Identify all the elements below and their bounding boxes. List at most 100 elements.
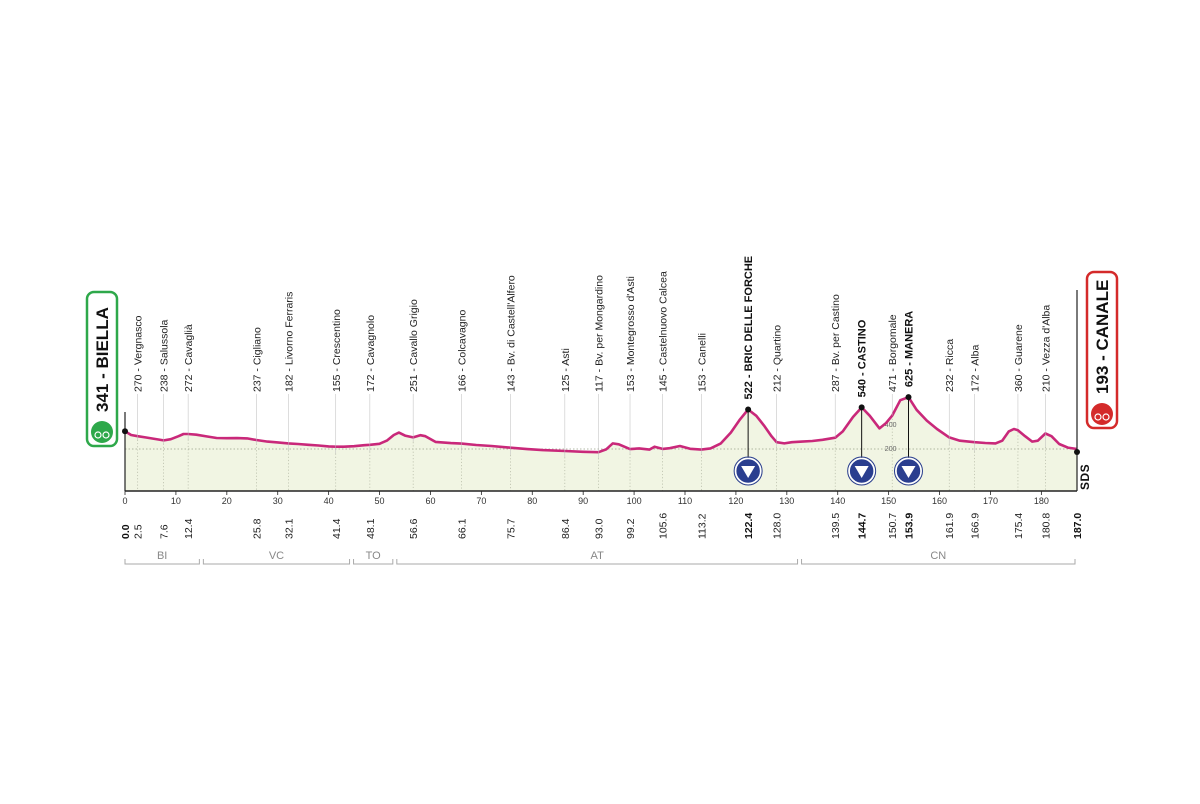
axis-tick-label-140: 140 [830, 496, 845, 506]
waypoint-km-23: 175.4 [1013, 513, 1025, 539]
waypoint-km-22: 166.9 [970, 513, 982, 539]
province-bracket-VC [202, 559, 351, 565]
waypoint-km-4: 32.1 [283, 518, 295, 539]
axis-tick-label-130: 130 [779, 496, 794, 506]
axis-tick-label-110: 110 [678, 496, 692, 506]
waypoint-km-10: 86.4 [560, 518, 572, 539]
axis-tick-label-100: 100 [627, 496, 642, 506]
province-bracket-CN [801, 559, 1076, 565]
start-finish-layer: 341 - BIELLA 193 - CANALE SDS [85, 270, 1119, 490]
waypoint-name-21: 232 - Ricca [944, 339, 956, 392]
waypoint-km-14: 113.2 [696, 513, 708, 539]
start-dot [122, 428, 128, 435]
waypoint-km-15: 122.4 [743, 513, 755, 539]
waypoint-km-18: 144.7 [857, 513, 869, 539]
waypoint-name-5: 155 - Crescentino [331, 309, 343, 392]
start-km-label: 0.0 [120, 524, 132, 539]
gpm-climb-marker-ring-15 [733, 456, 763, 486]
finish-bike-icon [1091, 403, 1113, 425]
start-bike-wheel2-icon [102, 431, 110, 439]
axis-tick-label-20: 20 [222, 496, 232, 506]
waypoint-km-8: 66.1 [457, 518, 469, 539]
axis-tick-label-150: 150 [881, 496, 896, 506]
waypoint-name-16: 212 - Quartino [772, 325, 784, 392]
province-bracket-TO [353, 559, 394, 565]
province-label-AT: AT [591, 550, 605, 562]
waypoint-name-0: 270 - Vergnasco [133, 315, 145, 392]
province-bracket-AT [396, 559, 799, 565]
axis-tick-label-80: 80 [527, 496, 537, 506]
axis-tick-label-10: 10 [171, 496, 181, 506]
waypoint-name-24: 210 - Vezza d'Alba [1040, 305, 1052, 392]
waypoint-km-12: 99.2 [625, 518, 637, 539]
finish-label: 193 - CANALE [1093, 280, 1112, 394]
gpm-summit-dot-18 [858, 404, 865, 411]
finish-dot [1074, 449, 1080, 455]
waypoint-name-18: 540 - CASTINO [857, 319, 869, 397]
waypoint-km-11: 93.0 [593, 518, 605, 539]
waypoint-km-17: 139.5 [830, 513, 842, 539]
axis-tick-label-170: 170 [983, 496, 998, 506]
axis-tick-label-120: 120 [728, 496, 743, 506]
sds-logo: SDS [1078, 464, 1092, 490]
province-label-BI: BI [157, 550, 167, 562]
waypoint-name-17: 287 - Bv. per Castino [830, 294, 842, 392]
waypoint-name-6: 172 - Cavagnolo [365, 315, 377, 392]
profile-grid-layer: 200 400 [125, 415, 1077, 491]
waypoint-name-1: 238 - Salussola [159, 319, 171, 392]
provinces-layer: BI VC TO AT CN [124, 550, 1076, 565]
waypoint-name-20: 625 - MANERA [903, 311, 915, 387]
waypoint-name-22: 172 - Alba [970, 345, 982, 392]
waypoint-name-23: 360 - Guarene [1013, 324, 1025, 392]
start-bike-icon [91, 421, 113, 443]
waypoint-km-0: 2.5 [133, 524, 145, 539]
waypoint-km-2: 12.4 [183, 518, 195, 539]
waypoint-km-1: 7.6 [159, 524, 171, 539]
axis-tick-label-90: 90 [578, 496, 588, 506]
waypoint-km-19: 150.7 [887, 513, 899, 539]
waypoint-name-12: 153 - Montegrosso d'Asti [625, 276, 637, 392]
waypoint-name-13: 145 - Castelnuovo Calcea [658, 271, 670, 392]
waypoint-km-24: 180.8 [1040, 513, 1052, 539]
gpm-climb-marker-ring-20 [893, 456, 923, 486]
waypoint-km-21: 161.9 [944, 513, 956, 539]
province-label-TO: TO [366, 550, 382, 562]
finish-km-label: 187.0 [1072, 513, 1084, 539]
profile-line [124, 395, 1078, 454]
gpm-triangle-icon-18 [854, 466, 869, 478]
gpm-summit-dot-15 [745, 406, 752, 413]
waypoint-km-9: 75.7 [505, 518, 517, 539]
waypoint-name-19: 471 - Borgomale [887, 314, 899, 392]
province-label-VC: VC [269, 550, 284, 562]
waypoint-name-14: 153 - Canelli [696, 333, 708, 392]
waypoint-name-3: 237 - Cigliano [251, 327, 263, 392]
province-bracket-BI [124, 559, 200, 565]
waypoints-layer: 2.5 270 - Vergnasco 7.6 238 - Salussola 12.4… [133, 256, 1053, 539]
gpm-triangle-icon-15 [741, 466, 756, 478]
waypoint-name-11: 117 - Bv. per Mongardino [593, 275, 605, 392]
waypoint-name-2: 272 - Cavaglià [183, 324, 195, 392]
elevation-tick-400: 400 [885, 422, 897, 429]
waypoint-km-7: 56.6 [408, 518, 420, 539]
finish-bike-wheel2-icon [1102, 413, 1110, 421]
profile-line-layer [124, 395, 1078, 454]
waypoint-km-20: 153.9 [903, 513, 915, 539]
start-badge [85, 290, 119, 448]
axis-tick-label-0: 0 [122, 496, 127, 506]
axis-tick-label-70: 70 [476, 496, 486, 506]
waypoint-km-3: 25.8 [251, 518, 263, 539]
gpm-climb-marker-ring-18 [847, 456, 877, 486]
profile-area-fill [125, 397, 1077, 491]
profile-fill-layer [125, 397, 1077, 491]
start-label: 341 - BIELLA [93, 307, 112, 412]
start-bike-wheel-icon [94, 431, 102, 439]
distance-axis: 0 10 20 30 40 50 60 70 80 90 100 110 120 130 140 150 160… [120, 290, 1084, 539]
waypoint-km-13: 105.6 [658, 513, 670, 539]
axis-tick-label-180: 180 [1034, 496, 1049, 506]
waypoint-km-5: 41.4 [331, 518, 343, 539]
waypoint-name-7: 251 - Cavallo Grigio [408, 299, 420, 392]
elevation-tick-200: 200 [885, 446, 897, 453]
finish-badge [1085, 270, 1119, 430]
axis-tick-label-40: 40 [324, 496, 334, 506]
